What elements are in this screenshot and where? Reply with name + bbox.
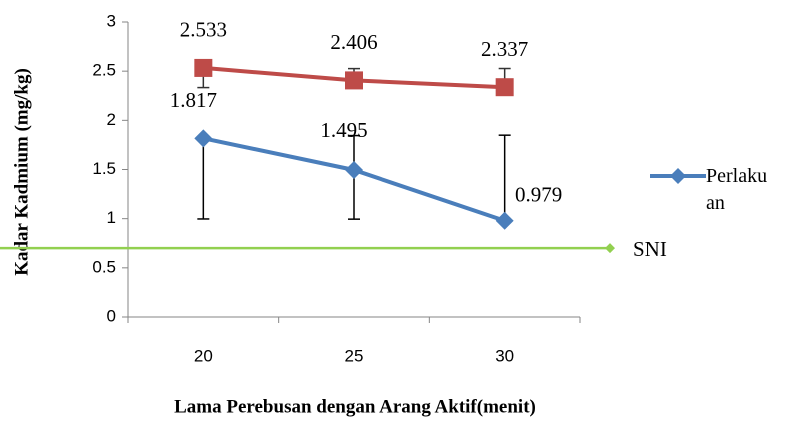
reference-label: SNI bbox=[633, 237, 667, 261]
x-tick-label: 25 bbox=[345, 346, 364, 365]
point bbox=[194, 129, 213, 148]
point bbox=[345, 160, 363, 179]
data-label: 2.337 bbox=[481, 37, 528, 61]
y-tick-label: 0.5 bbox=[92, 257, 116, 276]
y-axis-title: Kadar Kadmium (mg/kg) bbox=[11, 68, 32, 276]
y-tick-label: 2.5 bbox=[92, 61, 116, 80]
x-axis-title: Lama Perebusan dengan Arang Aktif(menit) bbox=[174, 396, 536, 417]
point bbox=[194, 58, 213, 77]
legend-marker bbox=[670, 168, 686, 184]
data-label: 2.533 bbox=[180, 18, 227, 42]
point bbox=[495, 78, 514, 97]
point bbox=[495, 211, 514, 230]
data-label: 0.979 bbox=[515, 183, 562, 207]
y-tick-label: 3 bbox=[107, 11, 116, 30]
y-tick-label: 1.5 bbox=[92, 159, 116, 178]
legend-label: Perlakuan bbox=[706, 165, 768, 214]
y-tick-label: 0 bbox=[107, 306, 116, 325]
data-label: 2.406 bbox=[330, 30, 377, 54]
y-tick-label: 2 bbox=[107, 110, 116, 129]
data-label: 1.495 bbox=[320, 118, 367, 142]
point bbox=[345, 71, 363, 90]
y-tick-label: 1 bbox=[107, 208, 116, 227]
x-tick-label: 20 bbox=[194, 346, 213, 365]
data-label: 1.817 bbox=[170, 88, 217, 112]
x-tick-label: 30 bbox=[495, 346, 514, 365]
reference-marker bbox=[605, 243, 615, 254]
